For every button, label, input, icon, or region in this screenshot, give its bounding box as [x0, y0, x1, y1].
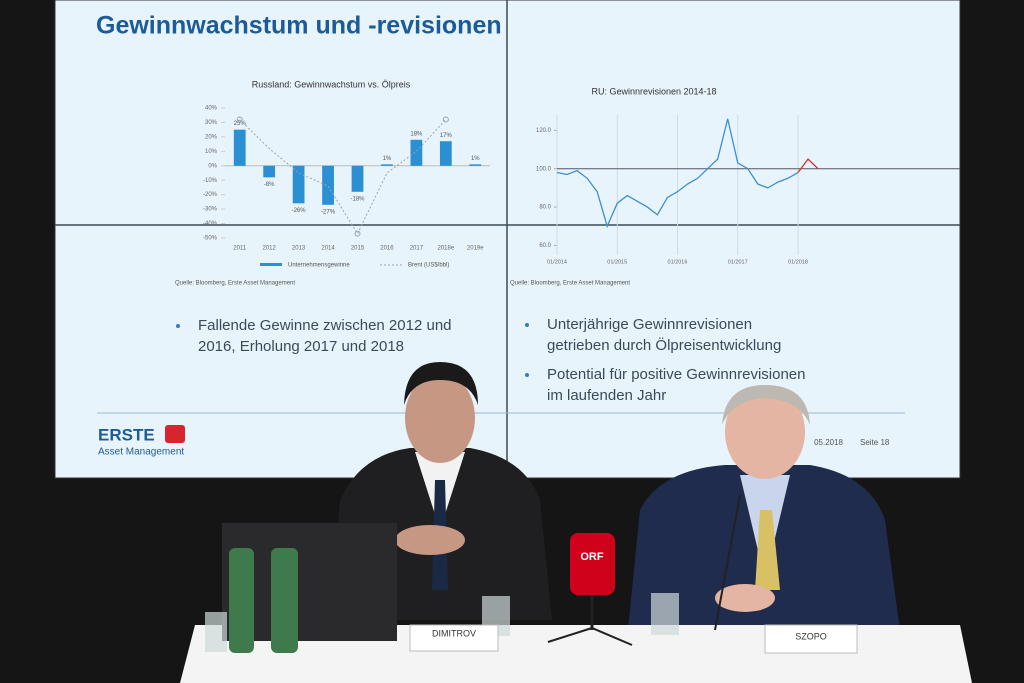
marker: [354, 230, 361, 237]
chart-title: Russland: Gewinnwachstum vs. Ölpreis: [252, 79, 411, 89]
glass: [205, 612, 227, 652]
x-tick-label: 01/2018: [788, 259, 808, 265]
marker: [442, 116, 449, 123]
bullet-dot: [525, 373, 529, 377]
y-tick-label: 100.0: [536, 166, 552, 172]
bar: [233, 129, 246, 166]
name-card-text: SZOPO: [795, 631, 827, 641]
line: [797, 158, 819, 173]
y-tick-label: -20%: [203, 192, 218, 198]
speaker-head: [405, 373, 475, 463]
name-card: [764, 624, 858, 654]
source: Quelle: Bloomberg, Erste Asset Managemen…: [510, 281, 630, 287]
x-tick-label: 2013: [292, 246, 306, 252]
legend-swatch: [260, 263, 282, 266]
glass: [651, 593, 679, 635]
data-label: -27%: [321, 209, 336, 215]
bullet-dot: [525, 323, 529, 327]
bullet-text: Unterjährige Gewinnrevisionen: [547, 316, 752, 333]
mic-label: ORF: [580, 551, 604, 563]
x-tick-label: 2016: [380, 246, 394, 252]
bar: [381, 164, 393, 166]
speaker-head: [725, 385, 805, 479]
bar: [410, 139, 423, 166]
x-tick-label: 2017: [410, 246, 424, 252]
line: [556, 118, 799, 229]
y-tick-label: 80.0: [539, 205, 551, 211]
mic-stand: [547, 626, 633, 646]
bullet-text: Fallende Gewinne zwischen 2012 und: [198, 317, 452, 334]
bullet-text: getrieben durch Ölpreisentwicklung: [547, 336, 781, 354]
x-tick-label: 01/2015: [607, 259, 627, 265]
x-tick-label: 2011: [233, 246, 247, 252]
name-card-text: DIMITROV: [432, 628, 476, 638]
bullet-text: 2016, Erholung 2017 und 2018: [198, 338, 404, 355]
x-tick-label: 2019e: [467, 246, 484, 252]
bar: [351, 165, 364, 192]
bullet-text: im laufenden Jahr: [547, 387, 666, 404]
data-label: 18%: [410, 131, 423, 137]
y-tick-label: -10%: [203, 178, 218, 184]
hair: [722, 385, 810, 425]
bullet-text: Potential für positive Gewinnrevisionen: [547, 366, 805, 383]
slide-title: Gewinnwachstum und -revisionen: [96, 12, 502, 40]
hands: [395, 525, 465, 555]
x-tick-label: 2015: [351, 246, 365, 252]
data-label: -18%: [350, 196, 365, 202]
y-tick-label: 40%: [205, 106, 218, 112]
data-label: 17%: [440, 133, 453, 139]
legend-label: Brent (US$/bbl): [408, 263, 449, 269]
y-tick-label: -40%: [203, 221, 218, 227]
slide-date: 05.2018: [814, 438, 843, 447]
bottle: [229, 548, 254, 653]
tie: [755, 510, 780, 590]
logo-sub: Asset Management: [98, 447, 184, 458]
y-tick-label: 60.0: [539, 243, 551, 249]
y-tick-label: 20%: [205, 134, 218, 140]
line: [239, 119, 447, 235]
y-tick-label: 30%: [205, 120, 218, 126]
x-tick-label: 01/2016: [668, 259, 688, 265]
marker: [236, 116, 243, 123]
bar: [263, 165, 276, 178]
bar: [292, 165, 305, 204]
chart-title: RU: Gewinnrevisionen 2014-18: [591, 86, 716, 96]
hands: [715, 584, 775, 612]
bar: [322, 165, 334, 205]
bar: [439, 141, 452, 166]
hair: [404, 362, 478, 405]
bullets: Fallende Gewinne zwischen 2012 und 2016, …: [176, 316, 805, 404]
slide-page: Seite 18: [860, 438, 890, 447]
data-label: -8%: [264, 182, 275, 188]
x-tick-label: 01/2014: [547, 259, 567, 265]
x-tick-label: 2018e: [437, 246, 454, 252]
mic-stand: [714, 494, 741, 631]
data-label: -26%: [292, 208, 307, 214]
y-tick-label: -50%: [203, 236, 218, 242]
y-tick-label: 0%: [208, 163, 217, 169]
x-tick-label: 01/2017: [728, 259, 748, 265]
x-tick-label: 2014: [321, 246, 335, 252]
source: Quelle: Bloomberg, Erste Asset Managemen…: [175, 281, 295, 287]
y-tick-label: -30%: [203, 207, 218, 213]
legend-label: Unternehmensgewinne: [288, 263, 350, 269]
data-label: 1%: [383, 156, 392, 162]
name-card: [409, 624, 499, 652]
data-label: 1%: [471, 156, 480, 162]
bullet-dot: [176, 324, 180, 328]
x-tick-label: 2012: [262, 246, 276, 252]
logo: ERSTE: [98, 425, 155, 444]
y-tick-label: 10%: [205, 149, 218, 155]
logo-icon: [165, 425, 185, 443]
microphone: [570, 533, 615, 595]
data-label: 25%: [234, 121, 247, 127]
bottle: [271, 548, 298, 653]
bar: [469, 164, 482, 166]
y-tick-label: 120.0: [536, 128, 552, 134]
